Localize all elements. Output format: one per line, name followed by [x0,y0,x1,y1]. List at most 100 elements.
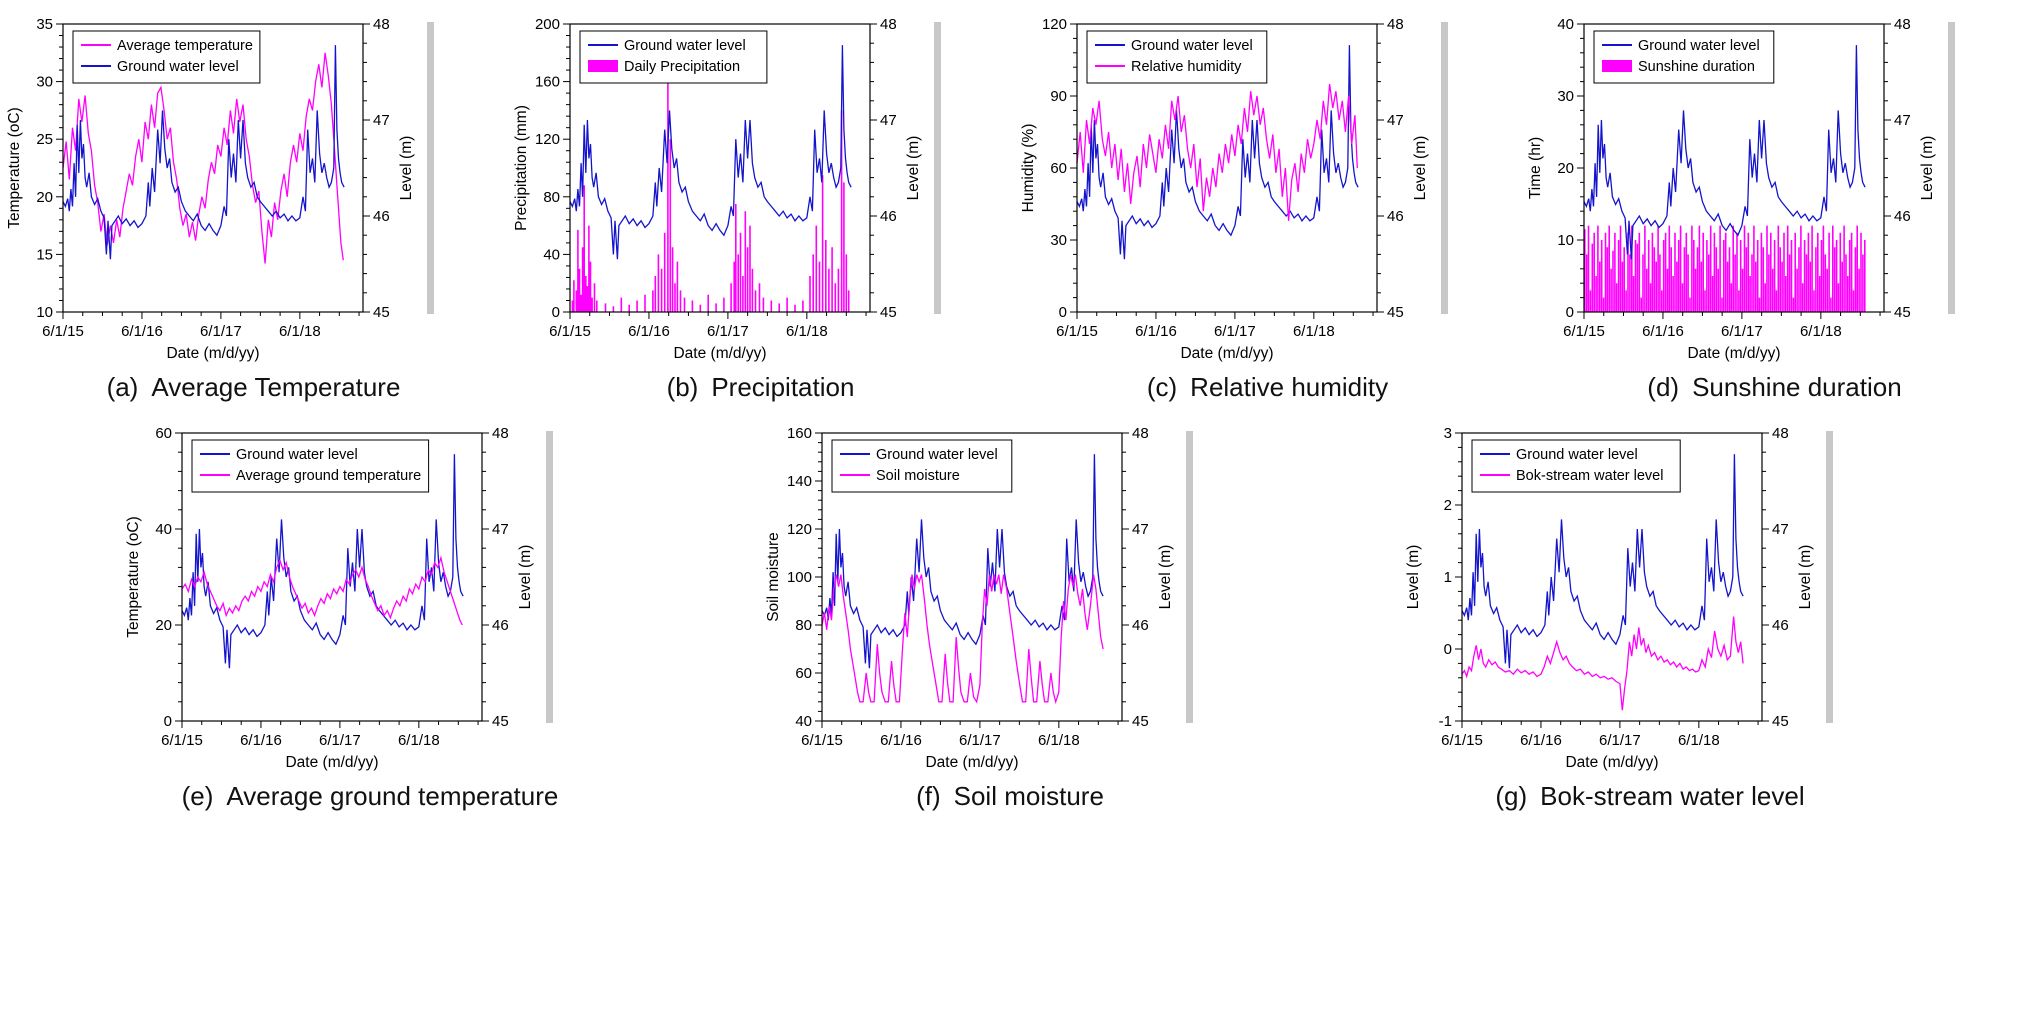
svg-text:6/1/18: 6/1/18 [398,732,440,749]
svg-text:48: 48 [373,16,390,33]
svg-text:0: 0 [1566,304,1574,321]
svg-text:45: 45 [880,304,897,321]
chart-c-plot: 6/1/15 6/1/16 6/1/17 6/1/18 Date (m/d/yy) 0 30… [1020,16,1448,362]
svg-text:48: 48 [1772,425,1789,442]
chart-g-plot: 6/1/15 6/1/16 6/1/17 6/1/18 Date (m/d/yy) -1 0… [1405,425,1833,771]
svg-text:6/1/15: 6/1/15 [1441,732,1483,749]
svg-text:45: 45 [1387,304,1404,321]
svg-text:Date (m/d/yy): Date (m/d/yy) [166,345,259,362]
svg-text:6/1/15: 6/1/15 [1563,323,1605,340]
svg-text:46: 46 [880,208,897,225]
legend: Ground water level Bok-stream water level [1471,439,1681,493]
legend-label: Average ground temperature [236,468,421,484]
plot-frame [181,432,483,722]
svg-text:46: 46 [1772,617,1789,634]
axes: 6/1/15 6/1/16 6/1/17 6/1/18 Date (m/d/yy) -1 0… [1405,425,1814,771]
svg-text:Humidity (%): Humidity (%) [1020,124,1037,213]
svg-text:15: 15 [36,246,53,263]
svg-text:60: 60 [1050,160,1067,177]
svg-text:6/1/16: 6/1/16 [240,732,282,749]
legend-label: Ground water level [1516,447,1638,463]
side-bar [934,22,941,314]
figure-grid: 6/1/15 6/1/16 6/1/17 6/1/18 Date (m/d/yy) 10 1… [6,16,1955,812]
caption-letter: (c) [1146,372,1178,402]
svg-text:40: 40 [1557,16,1574,33]
svg-text:6/1/15: 6/1/15 [161,732,203,749]
legend-label: Bok-stream water level [1516,468,1663,484]
svg-text:Level (m): Level (m) [398,136,415,201]
legend-label: Ground water level [1638,38,1760,54]
legend-box [1471,439,1681,493]
svg-text:20: 20 [155,617,172,634]
series-ground-water-level [1461,454,1744,669]
svg-text:Level (m): Level (m) [1157,545,1174,610]
svg-text:-1: -1 [1439,713,1452,730]
svg-text:46: 46 [1387,208,1404,225]
svg-text:30: 30 [36,74,53,91]
legend-label: Ground water level [876,447,998,463]
svg-text:20: 20 [36,189,53,206]
svg-text:Level (m): Level (m) [1412,136,1429,201]
svg-text:6/1/17: 6/1/17 [1214,323,1256,340]
legend-label: Ground water level [117,59,239,75]
legend: Ground water level Sunshine duration [1593,30,1775,84]
svg-text:6/1/18: 6/1/18 [1293,323,1335,340]
chart-f-plot: 6/1/15 6/1/16 6/1/17 6/1/18 Date (m/d/yy) 40 6… [765,425,1193,771]
svg-text:Date (m/d/yy): Date (m/d/yy) [1687,345,1780,362]
svg-text:40: 40 [543,246,560,263]
svg-text:Date (m/d/yy): Date (m/d/yy) [925,754,1018,771]
legend-label: Ground water level [1131,38,1253,54]
svg-text:Temperature (oC): Temperature (oC) [125,516,142,637]
caption-text: Soil moisture [953,781,1104,811]
svg-text:6/1/18: 6/1/18 [786,323,828,340]
series-layer [1076,45,1359,260]
svg-text:6/1/17: 6/1/17 [959,732,1001,749]
caption-letter: (g) [1495,781,1528,811]
svg-text:80: 80 [795,617,812,634]
chart-g-bok-stream-water-level: 6/1/15 6/1/16 6/1/17 6/1/18 Date (m/d/yy) -1 0… [1390,419,1910,812]
caption-letter: (d) [1647,372,1680,402]
series-soil-moisture [821,574,1104,705]
svg-text:90: 90 [1050,88,1067,105]
side-bar [1948,22,1955,314]
series-ground-water-level [569,45,852,260]
svg-text:47: 47 [1772,521,1789,538]
svg-text:35: 35 [36,16,53,33]
svg-text:6/1/16: 6/1/16 [1135,323,1177,340]
svg-text:40: 40 [155,521,172,538]
axes: 6/1/15 6/1/16 6/1/17 6/1/18 Date (m/d/yy) 40 6… [765,425,1174,771]
svg-text:100: 100 [787,569,812,586]
svg-text:6/1/15: 6/1/15 [1056,323,1098,340]
series-layer [1461,454,1744,711]
caption-letter: (a) [106,372,139,402]
svg-text:6/1/16: 6/1/16 [121,323,163,340]
chart-e-plot: 6/1/15 6/1/16 6/1/17 6/1/18 Date (m/d/yy) 0 20… [125,425,553,771]
svg-text:0: 0 [1059,304,1067,321]
series-layer [1583,45,1866,312]
series-bok-stream-water-level [1461,616,1744,711]
svg-text:48: 48 [492,425,509,442]
svg-text:6/1/15: 6/1/15 [549,323,591,340]
series-sunshine-duration [1584,225,1866,312]
svg-text:47: 47 [492,521,509,538]
chart-a-plot: 6/1/15 6/1/16 6/1/17 6/1/18 Date (m/d/yy) 10 1… [6,16,434,362]
series-layer [181,454,464,669]
side-bar [1441,22,1448,314]
legend-label: Soil moisture [876,468,960,484]
svg-text:60: 60 [795,665,812,682]
series-average-temperature [62,52,344,264]
caption-text: Relative humidity [1190,372,1389,402]
legend-label: Sunshine duration [1638,59,1755,75]
chart-b-caption: (b) Precipitation [667,372,855,403]
svg-text:6/1/17: 6/1/17 [1721,323,1763,340]
chart-a-caption: (a) Average Temperature [107,372,401,403]
svg-text:47: 47 [1894,112,1911,129]
chart-e-caption: (e) Average ground temperature [182,781,559,812]
svg-text:120: 120 [1042,16,1067,33]
svg-text:40: 40 [795,713,812,730]
axes: 6/1/15 6/1/16 6/1/17 6/1/18 Date (m/d/yy) 0 30… [1020,16,1429,362]
plot-frame [569,23,871,313]
svg-text:30: 30 [1050,232,1067,249]
svg-text:6/1/18: 6/1/18 [1800,323,1842,340]
svg-text:3: 3 [1444,425,1452,442]
